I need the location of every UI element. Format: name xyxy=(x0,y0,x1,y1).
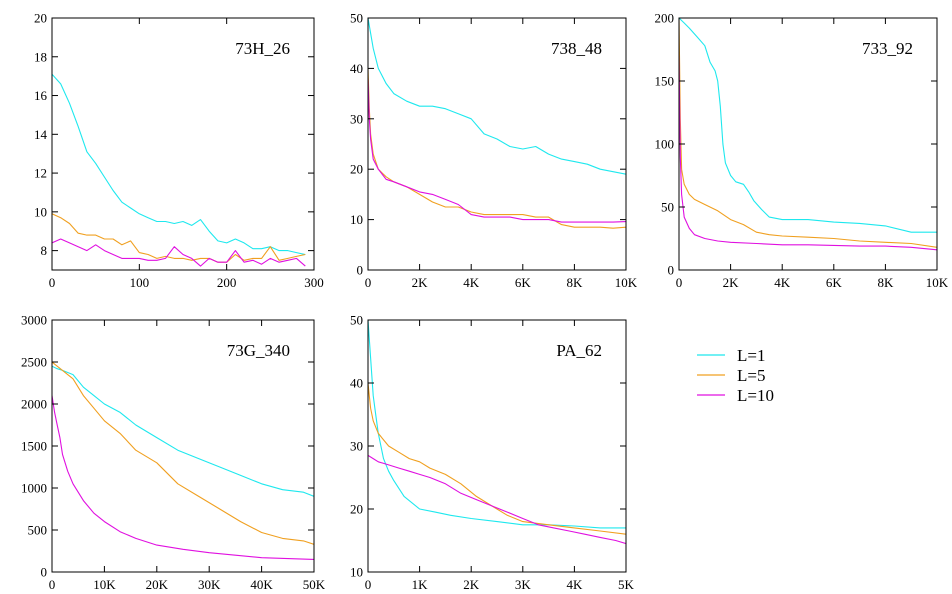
legend-label: L=5 xyxy=(737,366,765,385)
x-tick-label: 0 xyxy=(49,577,56,592)
y-tick-label: 14 xyxy=(34,127,48,142)
y-tick-label: 20 xyxy=(350,502,363,517)
series-line-l1 xyxy=(368,18,626,175)
y-tick-label: 10 xyxy=(350,212,363,227)
y-tick-label: 50 xyxy=(350,11,363,26)
x-tick-label: 0 xyxy=(676,275,683,290)
chart-panel-3: 0 10K 20K 30K 40K 50K 0 500 1000 1500 2000 2500 3000… xyxy=(21,313,326,593)
y-tick-label: 2000 xyxy=(21,397,47,412)
x-tick-label: 20K xyxy=(146,577,169,592)
x-tick-label: 10K xyxy=(926,275,949,290)
x-tick-label: 2K xyxy=(463,577,480,592)
legend-item: L=5 xyxy=(697,366,765,385)
y-tick-label: 20 xyxy=(350,162,363,177)
y-tick-label: 1500 xyxy=(21,439,47,454)
y-tick-label: 30 xyxy=(350,439,363,454)
series-line-l5 xyxy=(368,68,626,229)
y-tick-label: 16 xyxy=(34,88,48,103)
chart-panel-0: 0 100 200 300 8 10 12 14 16 18 20 73H_26 xyxy=(34,11,324,291)
y-tick-label: 12 xyxy=(34,166,47,181)
x-tick-label: 5K xyxy=(618,577,635,592)
y-tick-label: 18 xyxy=(34,49,47,64)
x-tick-label: 3K xyxy=(515,577,532,592)
y-tick-label: 200 xyxy=(655,11,675,26)
x-tick-label: 300 xyxy=(304,275,324,290)
y-tick-label: 3000 xyxy=(21,313,47,328)
series-group xyxy=(52,361,314,560)
x-tick-label: 2K xyxy=(412,275,429,290)
series-line-l10 xyxy=(52,395,314,560)
y-tick-label: 10 xyxy=(34,204,47,219)
x-tick-label: 50K xyxy=(303,577,326,592)
series-line-l5 xyxy=(679,18,937,248)
y-tick-label: 8 xyxy=(41,243,48,258)
x-tick-label: 6K xyxy=(826,275,843,290)
x-tick-label: 200 xyxy=(217,275,237,290)
x-tick-label: 0 xyxy=(49,275,56,290)
y-tick-label: 500 xyxy=(28,523,48,538)
y-tick-label: 0 xyxy=(668,263,675,278)
x-tick-label: 4K xyxy=(463,275,480,290)
y-tick-label: 0 xyxy=(41,565,48,580)
chart-panel-2: 0 2K 4K 6K 8K 10K 0 50 100 150 200 733_92 xyxy=(655,11,949,291)
plot-frame xyxy=(367,17,627,271)
y-tick-label: 150 xyxy=(655,74,675,89)
y-tick-label: 2500 xyxy=(21,355,47,370)
x-tick-label: 8K xyxy=(566,275,583,290)
series-line-l5 xyxy=(52,213,306,263)
plot-frame xyxy=(51,17,315,271)
x-tick-label: 8K xyxy=(877,275,894,290)
x-tick-label: 0 xyxy=(365,577,372,592)
panel-title: 73H_26 xyxy=(235,39,290,58)
series-line-l1 xyxy=(679,18,937,233)
series-line-l10 xyxy=(679,55,937,251)
legend-label: L=10 xyxy=(737,386,774,405)
chart-panel-4: 0 1K 2K 3K 4K 5K 10 20 30 40 50 PA_62 xyxy=(350,313,635,593)
series-line-l5 xyxy=(368,382,626,535)
panel-title: 738_48 xyxy=(551,39,602,58)
series-line-l10 xyxy=(52,238,306,267)
x-tick-label: 30K xyxy=(198,577,221,592)
panel-title: PA_62 xyxy=(556,341,602,360)
y-tick-label: 50 xyxy=(350,313,363,328)
y-tick-label: 40 xyxy=(350,376,363,391)
y-tick-label: 30 xyxy=(350,111,363,126)
y-tick-label: 100 xyxy=(655,137,675,152)
y-tick-label: 20 xyxy=(34,11,47,26)
panel-title: 73G_340 xyxy=(227,341,290,360)
legend-label: L=1 xyxy=(737,346,765,365)
panel-title: 733_92 xyxy=(862,39,913,58)
y-tick-label: 40 xyxy=(350,61,363,76)
x-tick-label: 10K xyxy=(615,275,638,290)
series-line-l10 xyxy=(368,454,626,545)
chart-legend: L=1L=5L=10 xyxy=(697,346,774,405)
legend-item: L=1 xyxy=(697,346,765,365)
y-tick-label: 1000 xyxy=(21,481,47,496)
series-line-l1 xyxy=(52,365,314,497)
series-group xyxy=(52,73,306,267)
legend-item: L=10 xyxy=(697,386,774,405)
y-tick-label: 50 xyxy=(661,200,674,215)
x-tick-label: 10K xyxy=(93,577,116,592)
series-group xyxy=(368,320,626,545)
series-group xyxy=(679,18,937,251)
series-line-l1 xyxy=(52,73,306,256)
x-tick-label: 4K xyxy=(566,577,583,592)
x-tick-label: 4K xyxy=(774,275,791,290)
x-tick-label: 40K xyxy=(250,577,273,592)
x-tick-label: 2K xyxy=(723,275,740,290)
x-tick-label: 0 xyxy=(365,275,372,290)
chart-panel-1: 0 2K 4K 6K 8K 10K 0 10 20 30 40 50 738_48 xyxy=(350,11,638,291)
series-line-l10 xyxy=(368,78,626,223)
x-tick-label: 100 xyxy=(130,275,150,290)
x-tick-label: 6K xyxy=(515,275,532,290)
series-line-l5 xyxy=(52,361,314,545)
y-tick-label: 0 xyxy=(357,263,364,278)
x-tick-label: 1K xyxy=(412,577,429,592)
series-group xyxy=(368,18,626,229)
y-tick-label: 10 xyxy=(350,565,363,580)
